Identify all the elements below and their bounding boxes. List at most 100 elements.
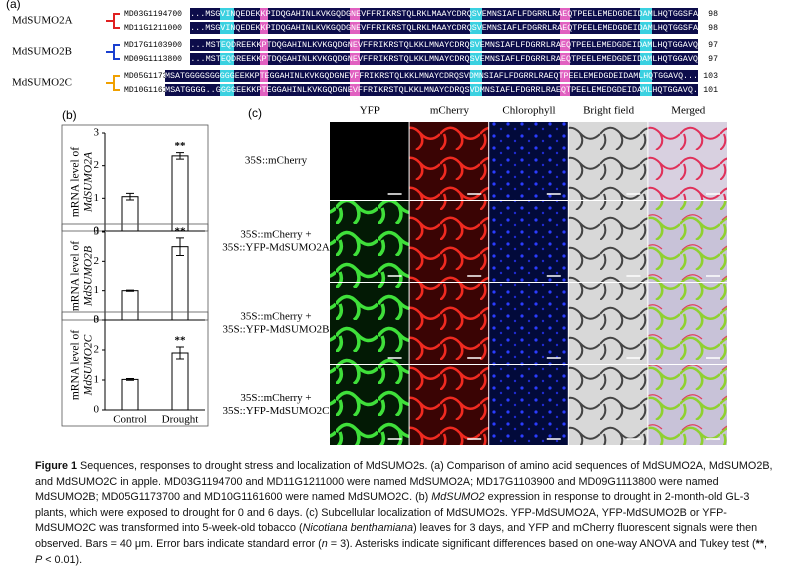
sequence: MSATGGGG..GGGGEEKKPTEGGAHINLKVKGQDGNEVFF… (165, 86, 698, 95)
panel-label: (a) (6, 0, 21, 11)
alignment-band (190, 22, 698, 34)
alignment-highlight (470, 53, 482, 65)
micrograph (409, 122, 489, 200)
bar (121, 196, 139, 232)
y-tick-label: 2 (94, 159, 100, 171)
alignment-highlight (260, 84, 268, 96)
alignment-highlight (220, 70, 234, 82)
caption-text: MdSUMO2C was transformed into 5-week-old… (35, 522, 303, 535)
gene-id: MD11G1211000 (124, 24, 182, 33)
caption-text: < 0.01). (42, 553, 83, 566)
sequence: ........MSTEQDREEKKPTDQGAHINLKVKGQDGNEVF… (165, 41, 698, 50)
alignment-highlight (220, 22, 234, 34)
y-tick-label: 0 (94, 404, 100, 416)
caption-text: P (35, 553, 43, 566)
significance-label: ** (175, 335, 187, 347)
row-label: 35S::YFP-MdSUMO2C (223, 405, 330, 417)
micrograph (409, 283, 489, 364)
alignment-highlight (470, 8, 482, 20)
caption-text: , (764, 537, 767, 550)
alignment-band (190, 8, 698, 20)
group-label: MdSUMO2C (12, 77, 72, 89)
caption-text: MdSUMO2 (431, 491, 485, 504)
column-header: YFP (360, 105, 380, 117)
y-tick-label: 0 (94, 225, 100, 237)
y-tick-label: 3 (94, 314, 100, 326)
y-tick-label: 3 (94, 127, 100, 139)
caption-line: P < 0.01). (35, 553, 773, 569)
error-bar (176, 237, 184, 256)
x-tick-label: Control (113, 414, 147, 426)
error-bar (126, 378, 134, 381)
sequence-length: 98 (708, 24, 718, 33)
micrograph (648, 283, 727, 364)
alignment-highlight (560, 70, 570, 82)
column-header: Chlorophyll (502, 105, 555, 117)
group-label: MdSUMO2B (12, 46, 72, 58)
alignment-highlight (220, 39, 234, 51)
sequence: ........MSGVINQEDEKKPIDQGAHINLKVKGQDGNEV… (165, 24, 698, 33)
caption-line: observed. Bars = 40 μm. Error bars indic… (35, 537, 773, 553)
gene-id: MD05G1173700 (124, 72, 182, 81)
caption-line: MdSUMO2B; MD05G1173700 and MD10G1161600 … (35, 490, 773, 506)
sequence: ........MSTEQDREEKKPTDQGAHINLKVKGQDGNEVF… (165, 55, 698, 64)
micrograph (568, 201, 648, 282)
caption-text: n (321, 537, 328, 550)
micrograph (648, 122, 727, 200)
gene-id: MD09G1113800 (124, 55, 182, 64)
alignment-highlight (640, 39, 652, 51)
panel-label: (c) (248, 106, 262, 120)
bar (121, 290, 139, 321)
alignment-highlight (220, 53, 234, 65)
alignment-highlight (470, 22, 482, 34)
caption-text: plants, which were exposed to drought fo… (35, 506, 727, 519)
caption-line: Figure 1 Sequences, responses to drought… (35, 459, 773, 475)
alignment-band (190, 39, 698, 51)
caption-text: MdSUMO2B; MD05G1173700 and MD10G1161600 … (35, 491, 432, 504)
row-label: 35S::mCherry (245, 155, 308, 167)
column-header: Merged (671, 105, 706, 117)
caption-text: and MdSUMO2C in apple. MD03G1194700 and … (35, 475, 719, 488)
gene-id: MD10G1161600 (124, 86, 182, 95)
bracket (106, 75, 120, 91)
column-header: mCherry (430, 105, 470, 117)
alignment-highlight (560, 8, 570, 20)
micrograph (489, 283, 568, 364)
micrograph (568, 122, 648, 200)
x-tick-label: Drought (162, 414, 199, 426)
row-label: 35S::mCherry + (240, 311, 311, 323)
alignment-highlight (220, 8, 234, 20)
micrograph (409, 365, 489, 445)
alignment-highlight (220, 84, 234, 96)
caption-text: ) leaves for 3 days, and YFP and mCherry… (413, 522, 758, 535)
y-axis-title: mRNA level of (70, 241, 82, 311)
sequence-length: 101 (703, 86, 718, 95)
y-axis-title: mRNA level of (70, 147, 82, 217)
error-bar (126, 192, 134, 201)
y-tick-label: 2 (94, 255, 100, 267)
micrograph (330, 283, 409, 364)
caption: Figure 1 Sequences, responses to drought… (35, 459, 773, 568)
micrograph (568, 283, 648, 364)
alignment-band (190, 53, 698, 65)
caption-text: Nicotiana benthamiana (302, 522, 414, 535)
alignment-highlight (350, 39, 360, 51)
y-axis-title: MdSUMO2C (83, 334, 95, 396)
caption-text: ** (755, 537, 764, 550)
row-label: 35S::YFP-MdSUMO2B (223, 324, 330, 336)
y-tick-label: 1 (94, 192, 100, 204)
sequence: ........MSGVINQEDEKKPIDQGAHINLKVKGQDGNEV… (165, 10, 698, 19)
alignment-highlight (350, 8, 360, 20)
caption-text: Figure 1 (35, 460, 77, 472)
alignment-highlight (640, 22, 652, 34)
significance-label: ** (175, 225, 187, 237)
caption-text: observed. Bars = 40 μm. Error bars indic… (35, 537, 322, 550)
error-bar (176, 152, 184, 160)
sequence-length: 97 (708, 41, 718, 50)
y-axis-title: MdSUMO2A (83, 151, 95, 213)
alignment-highlight (560, 22, 570, 34)
micrograph (568, 365, 648, 445)
error-bar (126, 289, 134, 292)
error-bar (176, 346, 184, 360)
micrograph (648, 365, 727, 445)
